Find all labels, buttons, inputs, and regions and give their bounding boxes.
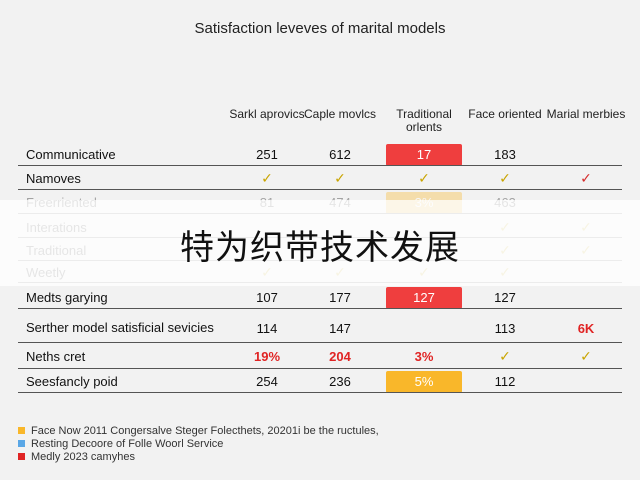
row-label: Namoves: [26, 170, 81, 186]
table-cell: 5%: [414, 373, 434, 389]
row-divider: [18, 165, 622, 166]
legend-swatch: [18, 440, 25, 447]
column-header: Traditional orlents: [396, 107, 452, 134]
legend-label: Face Now 2011 Congersalve Steger Folecth…: [31, 424, 379, 437]
table-row: Serther model satisficial sevicies 114 147…: [18, 313, 622, 343]
legend-item: Resting Decoore of Folle Woorl Service: [18, 437, 379, 450]
table-cell: 3%: [414, 348, 434, 364]
chart-title: Satisfaction leveves of marital models: [194, 20, 446, 37]
column-header: Face oriented: [468, 107, 542, 121]
column-header: Marial merbies: [546, 107, 626, 121]
overlay-text: 特为织带技术发展: [180, 228, 460, 268]
table-cell: 254: [256, 373, 278, 389]
row-label: Medts garying: [26, 289, 108, 305]
row-divider: [18, 368, 622, 369]
cell-highlight: [386, 287, 462, 309]
table-cell: 183: [494, 146, 516, 162]
legend-item: Medly 2023 camyhes: [18, 450, 379, 463]
table-cell: 147: [329, 320, 351, 336]
table-cell: 107: [256, 289, 278, 305]
check-icon: ✓: [261, 169, 273, 186]
cell-highlight: [386, 144, 462, 166]
table-cell: 236: [329, 373, 351, 389]
table-row: Medts garying 107 177 127 127: [18, 285, 622, 309]
table-row: Neths cret 19% 204 3% ✓ ✓: [18, 343, 622, 369]
table-row: Seesfancly poid 254 236 5% 112: [18, 369, 622, 393]
table-row: Namoves ✓ ✓ ✓ ✓ ✓: [18, 166, 622, 190]
legend-item: Face Now 2011 Congersalve Steger Folecth…: [18, 424, 379, 437]
legend-label: Medly 2023 camyhes: [31, 450, 135, 463]
table-cell: 612: [329, 146, 351, 162]
legend: Face Now 2011 Congersalve Steger Folecth…: [18, 424, 379, 463]
table-row: Communicative 251 612 17 183: [18, 142, 622, 166]
table-cell: 251: [256, 146, 278, 162]
check-icon: ✓: [499, 347, 511, 364]
check-icon: ✓: [418, 169, 430, 186]
legend-label: Resting Decoore of Folle Woorl Service: [31, 437, 224, 450]
row-divider: [18, 392, 622, 393]
legend-swatch: [18, 453, 25, 460]
overlay-band: [0, 200, 640, 286]
table-cell: 113: [494, 320, 516, 336]
row-divider: [18, 308, 622, 309]
table-cell: 177: [329, 289, 351, 305]
check-icon: ✓: [334, 169, 346, 186]
table-cell: 127: [413, 289, 435, 305]
column-header: Caple movlcs: [303, 107, 377, 121]
table-cell: 112: [494, 373, 516, 389]
table-cell: 19%: [253, 348, 281, 364]
row-divider: [18, 189, 622, 190]
table-cell: 204: [329, 348, 351, 364]
table-cell: 6K: [577, 320, 595, 336]
row-label: Communicative: [26, 146, 116, 162]
row-label: Neths cret: [26, 348, 86, 364]
row-label: Seesfancly poid: [26, 373, 118, 389]
row-label: Serther model satisficial sevicies: [26, 320, 214, 335]
row-divider: [18, 342, 622, 343]
cell-highlight: [386, 371, 462, 393]
legend-swatch: [18, 427, 25, 434]
table-cell: 127: [494, 289, 516, 305]
table-cell: 17: [416, 146, 432, 162]
check-icon: ✓: [580, 169, 592, 186]
table-cell: 114: [256, 320, 278, 336]
check-icon: ✓: [499, 169, 511, 186]
column-header: Sarkl aprovics: [229, 107, 305, 121]
check-icon: ✓: [580, 347, 592, 364]
